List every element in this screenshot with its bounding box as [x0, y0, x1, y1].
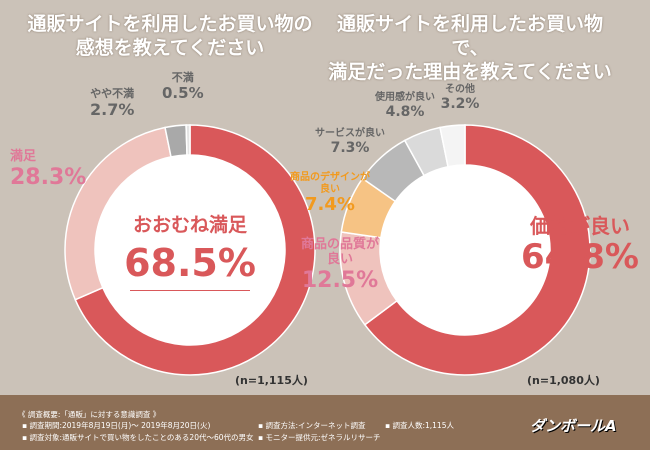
label-price: 価格が良い 64.8% — [520, 215, 640, 277]
label-usability-name: 使用感が良い — [375, 92, 435, 103]
label-slightly-dissatisfied-value: 2.7% — [90, 99, 135, 119]
left-center-label: おおむね満足 — [132, 214, 247, 236]
label-service-name: サービスが良い — [315, 128, 385, 139]
left-sample-size: (n=1,115人) — [235, 374, 308, 387]
right-title-line1: 通販サイトを利用したお買い物で、 — [336, 13, 603, 59]
label-usability-value: 4.8% — [385, 103, 425, 120]
right-sample-size: (n=1,080人) — [527, 374, 600, 387]
label-dissatisfied: 不満 0.5% — [162, 71, 204, 102]
footer-monitor: ▪ モニター提供元:ゼネラルリサーチ — [258, 433, 381, 442]
footer-target: ▪ 調査対象:通販サイトで買い物をしたことのある20代〜60代の男女 — [22, 433, 254, 442]
label-service: サービスが良い 7.3% — [305, 128, 395, 156]
label-design-name: 商品のデザインが良い — [290, 172, 370, 195]
label-other-value: 3.2% — [440, 95, 480, 112]
label-quality-name: 商品の品質が良い — [300, 237, 379, 267]
footer-method: ▪ 調査方法:インターネット調査 — [258, 421, 366, 430]
footer-band — [0, 395, 650, 450]
label-slightly-dissatisfied: やや不満 2.7% — [90, 87, 135, 119]
label-dissatisfied-value: 0.5% — [162, 83, 204, 102]
footer-heading: 《 調査概要:「通販」に対する意識調査 》 — [18, 410, 161, 419]
left-title-line2: 感想を教えてください — [75, 37, 265, 59]
label-price-value: 64.8% — [521, 237, 639, 277]
right-title: 通販サイトを利用したお買い物で、 満足だった理由を教えてください — [320, 12, 620, 84]
label-design-value: 7.4% — [305, 194, 355, 215]
left-title-line1: 通販サイトを利用したお買い物の — [27, 13, 313, 35]
divider — [130, 290, 250, 291]
footer-count: ▪ 調査人数:1,115人 — [385, 421, 454, 430]
label-satisfied-value: 28.3% — [10, 164, 87, 190]
label-usability: 使用感が良い 4.8% — [365, 92, 445, 120]
label-satisfied-name: 満足 — [10, 149, 37, 164]
right-title-line2: 満足だった理由を教えてください — [328, 61, 612, 83]
label-dissatisfied-name: 不満 — [171, 71, 194, 84]
label-satisfied: 満足 28.3% — [10, 149, 87, 190]
right-donut-hole — [380, 165, 550, 335]
label-design: 商品のデザインが良い 7.4% — [290, 172, 370, 216]
label-price-name: 価格が良い — [530, 214, 630, 238]
logo: ダンボールA — [530, 417, 617, 435]
left-center-value: 68.5% — [124, 241, 256, 285]
label-quality: 商品の品質が良い 12.5% — [300, 237, 380, 293]
left-donut-slice — [185, 124, 191, 156]
label-slightly-dissatisfied-name: やや不満 — [90, 87, 135, 100]
footer-period: ▪ 調査期間:2019年8月19日(月)〜 2019年8月20日(火) — [22, 421, 211, 430]
left-donut-hole — [95, 155, 285, 345]
label-other-name: その他 — [445, 84, 475, 95]
label-other: その他 3.2% — [435, 84, 485, 112]
left-title: 通販サイトを利用したお買い物の 感想を教えてください — [20, 12, 320, 60]
label-quality-value: 12.5% — [301, 267, 379, 293]
label-service-value: 7.3% — [330, 139, 370, 156]
